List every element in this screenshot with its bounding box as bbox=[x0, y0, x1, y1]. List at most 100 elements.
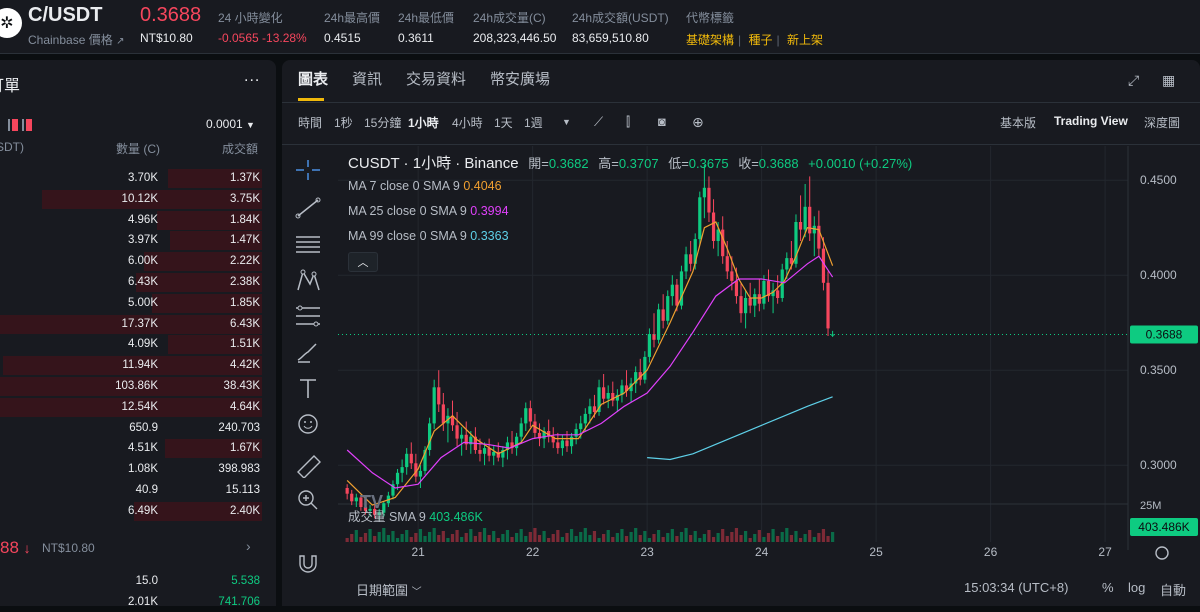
candle-body[interactable] bbox=[620, 385, 624, 395]
candle-body[interactable] bbox=[441, 404, 445, 424]
candle-body[interactable] bbox=[460, 434, 464, 439]
interval-1w[interactable]: 1週 bbox=[524, 116, 543, 130]
candle-body[interactable] bbox=[634, 372, 638, 384]
candle-body[interactable] bbox=[528, 408, 532, 422]
view-tradingview[interactable]: Trading View bbox=[1054, 114, 1128, 128]
candle-body[interactable] bbox=[716, 229, 720, 241]
candle-body[interactable] bbox=[693, 239, 697, 264]
trend-line-icon[interactable] bbox=[290, 194, 326, 222]
candle-body[interactable] bbox=[496, 451, 500, 458]
candle-body[interactable] bbox=[748, 298, 752, 306]
candle-body[interactable] bbox=[766, 280, 771, 297]
ask-row[interactable]: 4.09K 1.51K bbox=[0, 335, 262, 355]
candle-body[interactable] bbox=[464, 434, 468, 445]
candle-body[interactable] bbox=[817, 225, 821, 249]
fib-retracement-icon[interactable] bbox=[290, 302, 326, 330]
ask-row[interactable]: 6.00K 2.22K bbox=[0, 252, 262, 272]
ask-row[interactable]: 4.51K 1.67K bbox=[0, 439, 262, 459]
candle-body[interactable] bbox=[831, 334, 835, 336]
order-book-view-icons[interactable] bbox=[0, 118, 38, 132]
candle-body[interactable] bbox=[611, 393, 615, 401]
layout-grid-icon[interactable]: ▦ bbox=[1162, 72, 1176, 88]
candle-body[interactable] bbox=[560, 440, 565, 449]
date-range-button[interactable]: 日期範圍 ﹀ bbox=[356, 580, 422, 599]
candle-body[interactable] bbox=[798, 222, 803, 230]
ask-row[interactable]: 3.70K 1.37K bbox=[0, 169, 262, 188]
ask-row[interactable]: 4.96K 1.84K bbox=[0, 210, 262, 230]
ask-row[interactable]: 17.37K 6.43K bbox=[0, 314, 262, 334]
expand-icon[interactable]: ⤢ bbox=[1128, 72, 1140, 88]
candle-body[interactable] bbox=[689, 254, 693, 264]
orderbook-last-price[interactable]: 88 ↓ bbox=[0, 538, 31, 558]
candle-body[interactable] bbox=[652, 334, 656, 340]
ask-row[interactable]: 5.00K 1.85K bbox=[0, 293, 262, 313]
candle-body[interactable] bbox=[409, 453, 413, 464]
interval-1d[interactable]: 1天 bbox=[494, 116, 513, 130]
candle-body[interactable] bbox=[478, 450, 482, 454]
candle-body[interactable] bbox=[615, 394, 619, 401]
candle-body[interactable] bbox=[670, 284, 674, 297]
candle-body[interactable] bbox=[794, 222, 798, 264]
horizontal-lines-icon[interactable] bbox=[290, 230, 326, 258]
precision-select[interactable]: 0.0001 ▼ bbox=[206, 117, 255, 131]
candle-body[interactable] bbox=[551, 436, 555, 443]
candle-body[interactable] bbox=[597, 387, 601, 412]
candle-body[interactable] bbox=[373, 508, 377, 515]
candle-body[interactable] bbox=[542, 431, 546, 439]
settings-gear-icon[interactable] bbox=[1155, 546, 1169, 560]
candle-body[interactable] bbox=[647, 334, 652, 357]
candle-body[interactable] bbox=[363, 507, 368, 511]
candle-body[interactable] bbox=[418, 470, 423, 477]
candle-body[interactable] bbox=[423, 450, 427, 471]
ask-row[interactable]: 6.43K 2.38K bbox=[0, 273, 262, 292]
candle-body[interactable] bbox=[808, 206, 812, 234]
candle-body[interactable] bbox=[395, 472, 400, 485]
ruler-icon[interactable] bbox=[290, 450, 326, 478]
candle-body[interactable] bbox=[583, 413, 587, 424]
candle-body[interactable] bbox=[569, 436, 574, 447]
view-depth[interactable]: 深度圖 bbox=[1144, 116, 1181, 130]
candle-body[interactable] bbox=[707, 187, 711, 213]
candle-body[interactable] bbox=[354, 497, 358, 502]
candle-body[interactable] bbox=[579, 423, 583, 430]
candle-body[interactable] bbox=[427, 423, 432, 450]
bid-row[interactable]: 15.0 5.538 bbox=[0, 572, 262, 591]
candle-body[interactable] bbox=[515, 436, 519, 449]
candle-body[interactable] bbox=[821, 248, 826, 283]
candle-body[interactable] bbox=[432, 387, 436, 424]
candle-body[interactable] bbox=[377, 512, 381, 515]
log-scale-button[interactable]: log bbox=[1128, 580, 1146, 595]
text-tool-icon[interactable] bbox=[290, 374, 326, 402]
magnet-icon[interactable] bbox=[290, 548, 326, 576]
candle-body[interactable] bbox=[734, 280, 739, 297]
camera-icon[interactable]: ◙ bbox=[658, 114, 666, 129]
candle-body[interactable] bbox=[656, 309, 661, 340]
interval-4h[interactable]: 4小時 bbox=[452, 116, 483, 130]
candle-body[interactable] bbox=[510, 442, 514, 449]
candle-body[interactable] bbox=[405, 453, 409, 468]
candle-body[interactable] bbox=[757, 294, 761, 304]
candle-body[interactable] bbox=[350, 493, 354, 502]
ask-row[interactable]: 12.54K 4.64K bbox=[0, 397, 262, 417]
ask-row[interactable]: 10.12K 3.75K bbox=[0, 189, 262, 209]
candle-body[interactable] bbox=[505, 442, 510, 450]
auto-scale-button[interactable]: 自動 bbox=[1160, 583, 1187, 598]
chevron-right-icon[interactable]: › bbox=[246, 538, 251, 554]
candle-body[interactable] bbox=[519, 423, 523, 437]
tab-square[interactable]: 幣安廣場 bbox=[490, 71, 551, 88]
candle-body[interactable] bbox=[455, 425, 459, 439]
candle-body[interactable] bbox=[588, 406, 592, 414]
candle-body[interactable] bbox=[702, 187, 706, 198]
candle-body[interactable] bbox=[437, 387, 441, 405]
plus-icon[interactable]: ⊕ bbox=[692, 114, 704, 130]
candle-body[interactable] bbox=[602, 387, 606, 399]
candle-body[interactable] bbox=[624, 385, 629, 392]
tag-seed[interactable]: 種子 bbox=[748, 33, 773, 47]
candle-body[interactable] bbox=[487, 448, 491, 456]
candle-body[interactable] bbox=[684, 254, 688, 272]
interval-time[interactable]: 時間 bbox=[298, 116, 323, 130]
candle-body[interactable] bbox=[638, 372, 642, 380]
ask-row[interactable]: 650.9 240.703 bbox=[0, 419, 262, 438]
candle-body[interactable] bbox=[469, 436, 473, 445]
pattern-icon[interactable] bbox=[290, 266, 326, 294]
